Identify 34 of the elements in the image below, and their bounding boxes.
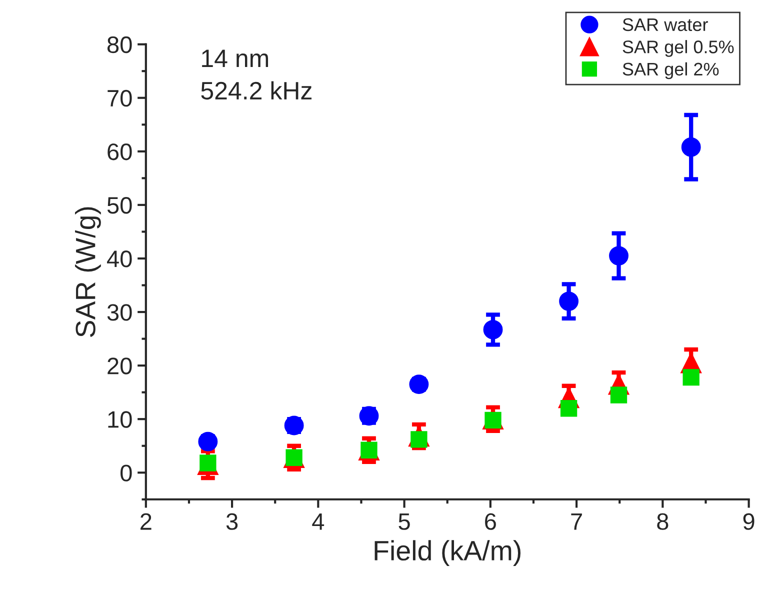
point <box>560 400 578 417</box>
x-tick-label: 3 <box>226 513 238 530</box>
x-tick-label: 8 <box>657 513 668 530</box>
point <box>681 137 701 157</box>
point <box>198 432 218 452</box>
legend-label: SAR water <box>622 18 708 32</box>
point <box>682 368 700 386</box>
point <box>559 292 579 312</box>
y-tick-label: 40 <box>107 250 132 268</box>
point <box>200 454 216 472</box>
y-axis-title: SAR (W/g) <box>75 207 101 337</box>
legend-label: SAR gel 0.5% <box>622 40 734 57</box>
y-tick-label: 80 <box>107 36 132 54</box>
point <box>409 374 429 394</box>
annotation: 14 nm 524.2 kHz <box>201 50 312 100</box>
point <box>609 246 628 266</box>
x-tick-label: 6 <box>485 513 496 530</box>
legend-label: SAR gel 2% <box>622 62 719 80</box>
y-tick-label: 30 <box>107 304 132 321</box>
y-tick-label: 20 <box>108 358 132 374</box>
x-tick-label: 5 <box>398 513 410 530</box>
x-tick-label: 4 <box>312 513 324 530</box>
point <box>483 320 503 340</box>
x-tick-label: 7 <box>571 513 582 530</box>
x-tick-label: 9 <box>743 513 754 530</box>
y-tick-label: 0 <box>120 464 132 482</box>
x-axis-title: Field (kA/m) <box>374 540 520 566</box>
point <box>610 386 628 404</box>
x-tick-label: 2 <box>140 513 152 530</box>
y-tick-label: 50 <box>107 197 132 214</box>
y-tick-label: 70 <box>108 90 132 107</box>
point <box>284 416 304 436</box>
y-tick-label: 10 <box>108 411 132 428</box>
y-tick-label: 60 <box>108 143 132 160</box>
